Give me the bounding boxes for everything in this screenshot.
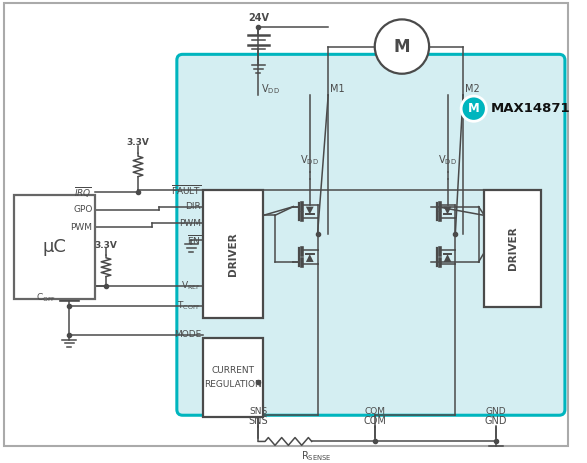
Text: 3.3V: 3.3V [95,241,117,250]
Text: 3.3V: 3.3V [127,138,150,147]
Polygon shape [306,254,313,262]
Text: V$_{\mathrm{DD}}$: V$_{\mathrm{DD}}$ [261,82,280,96]
Text: CURRENT: CURRENT [212,366,255,375]
Text: $\overline{\rm EN}$: $\overline{\rm EN}$ [187,233,201,247]
Text: DIR: DIR [185,202,201,211]
Text: SNS: SNS [249,407,268,417]
Text: DRIVER: DRIVER [228,232,238,276]
Text: GPO: GPO [73,205,92,214]
Circle shape [375,19,429,74]
Text: REGULATION: REGULATION [204,380,262,389]
Text: COM: COM [363,416,386,426]
Text: T$_{\mathrm{COFF}}$: T$_{\mathrm{COFF}}$ [177,300,201,312]
Polygon shape [306,206,313,214]
Text: DRIVER: DRIVER [508,226,518,270]
Polygon shape [444,254,451,262]
Text: MAX14871: MAX14871 [491,102,571,115]
Text: $\overline{\rm FAULT}$: $\overline{\rm FAULT}$ [171,183,201,197]
Circle shape [461,96,487,121]
Text: M: M [468,102,480,115]
Text: M2: M2 [465,84,480,94]
Text: V$_{\mathrm{REF}}$: V$_{\mathrm{REF}}$ [181,280,201,293]
Text: M1: M1 [330,84,345,94]
Text: GND: GND [485,407,507,417]
Text: V$_{\mathrm{DD}}$: V$_{\mathrm{DD}}$ [438,153,457,167]
Text: SNS: SNS [248,416,268,426]
Text: PWM: PWM [179,219,201,228]
Text: GND: GND [485,416,507,426]
Bar [484,190,541,307]
Text: $\overline{IRQ}$: $\overline{IRQ}$ [75,185,92,200]
Text: COM: COM [365,407,385,417]
Bar [14,195,95,299]
Text: R$_{\mathrm{SENSE}}$: R$_{\mathrm{SENSE}}$ [301,449,332,463]
Polygon shape [444,206,451,214]
Text: M: M [394,38,410,56]
Text: 24V: 24V [248,13,269,23]
Text: C$_{\mathrm{OFF}}$: C$_{\mathrm{OFF}}$ [36,292,56,304]
Bar [203,338,263,417]
Text: MODE: MODE [174,330,201,339]
Text: V$_{\mathrm{DD}}$: V$_{\mathrm{DD}}$ [301,153,319,167]
Bar [203,190,263,318]
Text: μC: μC [43,238,66,256]
FancyBboxPatch shape [177,54,565,415]
Text: PWM: PWM [70,223,92,232]
